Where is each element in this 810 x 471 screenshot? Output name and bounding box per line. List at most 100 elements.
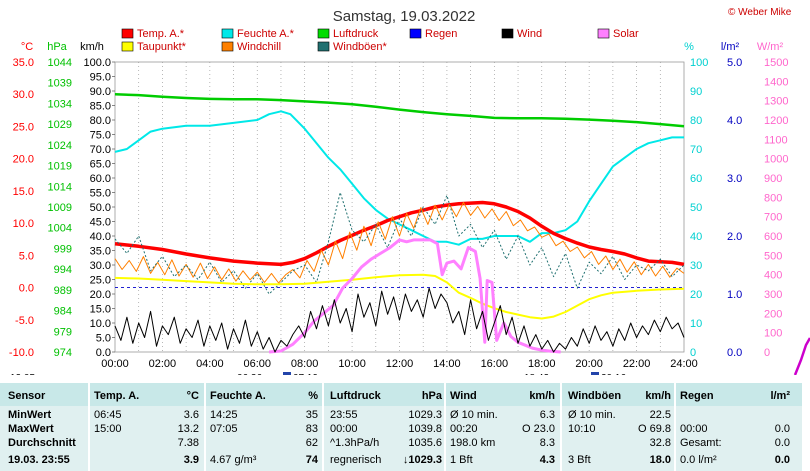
y-tick-wm2: 1200 (764, 115, 788, 127)
y-tick-hpa: 1044 (48, 57, 72, 69)
y-tick-kmh: 5.0 (96, 333, 111, 345)
stats-cell-value: 35 (305, 409, 318, 421)
stats-cell-sub: regnerisch (330, 454, 382, 466)
stats-header: Feuchte A. (210, 390, 266, 402)
legend-label: Windböen* (333, 41, 388, 53)
axis-ticks: 35.0 30.0 25.0 20.0 15.0 10.0 5.0 0.0 -5.0 -10.0 1… (9, 57, 789, 370)
stats-header: Sensor (8, 390, 46, 402)
y-tick-temp: -10.0 (9, 347, 34, 359)
y-tick-hpa: 974 (54, 347, 72, 359)
x-tick: 02:00 (149, 358, 177, 370)
stats-header: Regen (680, 390, 714, 402)
stats-table: Sensor Temp. A. °C Feuchte A.% Luftdruck hPa W… (0, 383, 802, 471)
y-tick-wm2: 1500 (764, 57, 788, 69)
y-tick-kmh: 0.0 (96, 347, 111, 359)
legend-swatch (121, 41, 134, 52)
y-tick-pct: 90 (690, 86, 702, 98)
y-tick-kmh: 90.0 (90, 86, 111, 98)
y-tick-wm2: 200 (764, 308, 782, 320)
y-tick-kmh: 85.0 (90, 101, 111, 113)
axis-units: °C hPa km/h% l/m² W/m² (21, 41, 784, 53)
stats-cell-sub: Gesamt: (680, 437, 722, 449)
legend-swatch (501, 28, 514, 39)
y-tick-wm2: 700 (764, 212, 782, 224)
y-tick-hpa: 1009 (48, 202, 72, 214)
chart-title: Samstag, 19.03.2022 (333, 8, 476, 25)
x-tick: 06:00 (243, 358, 271, 370)
y-tick-kmh: 80.0 (90, 115, 111, 127)
axis-unit-wm2: W/m² (757, 41, 784, 53)
stats-header-band (0, 383, 802, 406)
y-tick-temp: 0.0 (19, 283, 34, 295)
y-tick-pct: 30 (690, 260, 702, 272)
stats-cell-value: O 23.0 (521, 423, 555, 435)
x-tick: 18:00 (528, 358, 556, 370)
stats-cell-value: 13.2 (177, 423, 199, 435)
stats-cell-sub: 06:45 (94, 409, 122, 421)
axis-unit-hpa: hPa (47, 41, 67, 53)
legend-swatch (317, 28, 330, 39)
stats-cell-sub: 15:00 (94, 423, 122, 435)
stats-cell-value: 3.6 (183, 409, 199, 421)
stats-cell-value: 1035.6 (408, 437, 442, 449)
stats-cell-value: 83 (305, 423, 318, 435)
weather-chart: Samstag, 19.03.2022 © Weber Mike Temp. A… (9, 7, 810, 375)
y-tick-hpa: 1019 (48, 161, 72, 173)
stats-cell-value: 0.0 (774, 437, 790, 449)
stats-cell-value: O 69.8 (637, 423, 671, 435)
y-tick-lm2: 0.0 (727, 347, 742, 359)
stats-header: Wind (450, 390, 477, 402)
y-tick-wm2: 1000 (764, 154, 788, 166)
stats-header-unit: km/h (529, 390, 555, 402)
stats-header-unit: °C (186, 390, 199, 402)
y-tick-kmh: 60.0 (90, 173, 111, 185)
y-tick-wm2: 900 (764, 173, 782, 185)
stats-cell-sub: 14:25 (210, 409, 238, 421)
column-divider (204, 383, 206, 471)
x-tick: 10:00 (338, 358, 366, 370)
y-tick-wm2: 0 (764, 347, 770, 359)
x-tick: 20:00 (575, 358, 603, 370)
stats-cell-value: 7.38 (177, 437, 199, 449)
stats-cell-sub: 3 Bft (568, 454, 591, 466)
series-line (114, 200, 685, 267)
legend-label: Taupunkt* (137, 41, 187, 53)
stats-cell-sub: 00:00 (680, 423, 708, 435)
legend: Temp. A.* Feuchte A.* Luftdruck Regen Wind So… (121, 28, 639, 53)
y-tick-pct: 10 (690, 318, 702, 330)
legend-swatch (317, 41, 330, 52)
y-tick-kmh: 70.0 (90, 144, 111, 156)
y-tick-kmh: 50.0 (90, 202, 111, 214)
stats-cell-value: ↓1029.3 (402, 454, 442, 466)
y-tick-lm2: 5.0 (727, 57, 742, 69)
stats-cell-value: 6.3 (539, 409, 555, 421)
stats-header: Windböen (568, 390, 622, 402)
y-tick-pct: 70 (690, 144, 702, 156)
y-tick-hpa: 1029 (48, 119, 72, 131)
series-layer (114, 93, 685, 354)
stats-row-label: MaxWert (8, 423, 54, 435)
y-tick-hpa: 1024 (48, 140, 72, 152)
y-tick-wm2: 1300 (764, 96, 788, 108)
x-tick: 22:00 (623, 358, 651, 370)
sun-times-bar: 12:05 06:36 07:19 18:42 20:16 (10, 372, 626, 375)
y-tick-wm2: 1400 (764, 76, 788, 88)
series-line (114, 287, 685, 353)
y-tick-temp: 10.0 (13, 218, 34, 230)
stats-header-unit: hPa (421, 390, 442, 402)
moonset-time: 12:05 (10, 373, 35, 375)
x-tick: 08:00 (291, 358, 319, 370)
stats-cell-sub: 00:20 (450, 423, 478, 435)
y-tick-temp: -5.0 (15, 315, 34, 327)
stats-cell-value: 18.0 (649, 454, 671, 466)
y-tick-hpa: 979 (54, 326, 72, 338)
y-tick-kmh: 65.0 (90, 159, 111, 171)
copyright-label: © Weber Mike (728, 7, 792, 18)
stats-cell-value: 22.5 (649, 409, 671, 421)
legend-swatch (221, 28, 234, 39)
y-tick-kmh: 20.0 (90, 289, 111, 301)
legend-label: Luftdruck (333, 28, 379, 40)
y-tick-pct: 80 (690, 115, 702, 127)
y-tick-pct: 20 (690, 289, 702, 301)
stats-cell-sub: 4.67 g/m³ (210, 454, 257, 466)
